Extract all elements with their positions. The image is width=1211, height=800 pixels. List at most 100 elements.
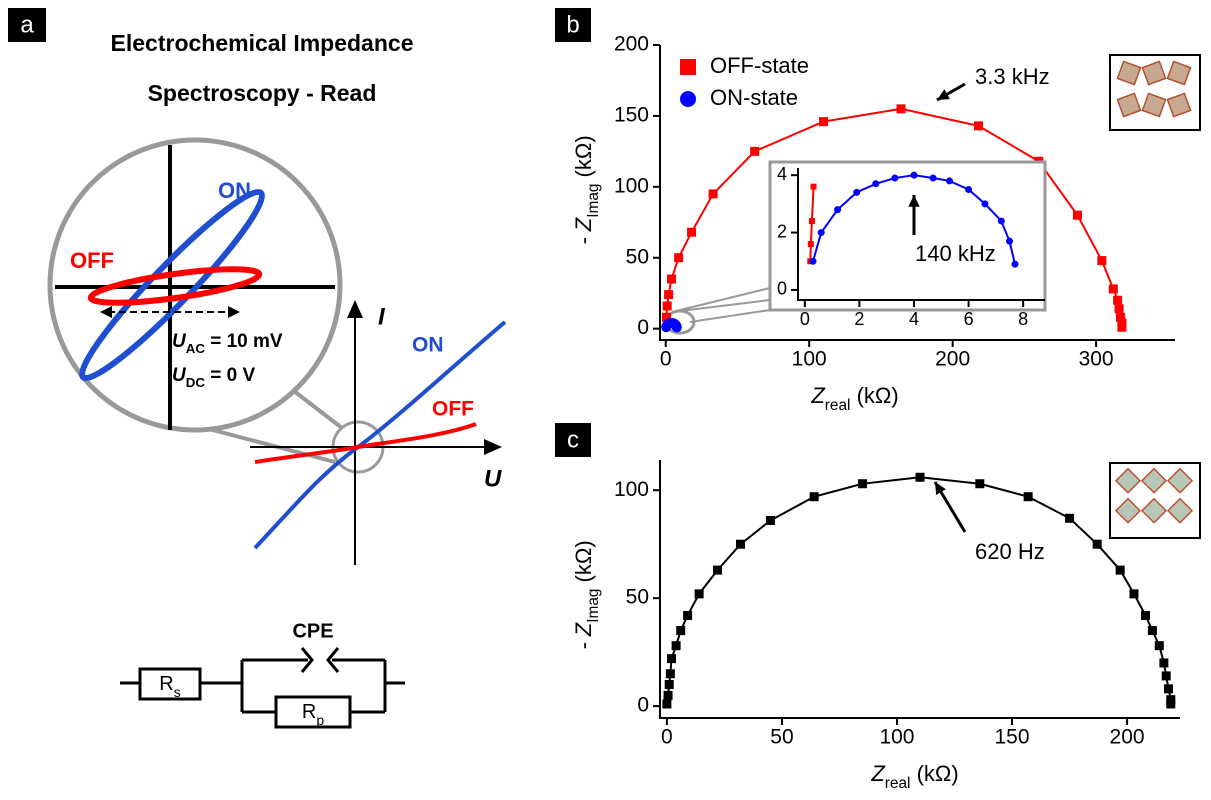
point bbox=[662, 699, 672, 709]
label: UDC = 0 V bbox=[172, 365, 255, 390]
point bbox=[687, 227, 697, 237]
point bbox=[1097, 256, 1107, 266]
x-tick-label: 100 bbox=[792, 348, 827, 371]
text-part: real bbox=[825, 397, 851, 414]
annotation-arrowhead bbox=[937, 89, 950, 100]
point bbox=[665, 669, 675, 679]
label: Rs bbox=[159, 673, 180, 699]
point bbox=[713, 565, 723, 575]
off-loop bbox=[87, 266, 263, 306]
point bbox=[1006, 237, 1014, 245]
point bbox=[1163, 684, 1173, 694]
point bbox=[750, 146, 760, 156]
point bbox=[1159, 658, 1169, 668]
point bbox=[1092, 539, 1102, 549]
axes bbox=[659, 45, 1175, 341]
text-part: Z bbox=[810, 383, 826, 408]
legend-label: OFF-state bbox=[710, 53, 809, 78]
title: Electrochemical Impedance bbox=[111, 30, 414, 56]
x-tick-label: 50 bbox=[770, 726, 793, 749]
annotation-arrowhead bbox=[935, 482, 946, 495]
point bbox=[973, 121, 983, 131]
title: Spectroscopy - Read bbox=[148, 80, 377, 106]
text-part: real bbox=[885, 775, 911, 792]
legend-label: ON-state bbox=[710, 85, 798, 110]
crystal-icon bbox=[1109, 462, 1201, 539]
legend-marker bbox=[680, 91, 696, 107]
point bbox=[1072, 210, 1082, 220]
point bbox=[683, 610, 693, 620]
point bbox=[1011, 260, 1019, 268]
label: CPE bbox=[292, 620, 333, 642]
inset-pointer bbox=[671, 287, 771, 323]
y-axis-label: - ZImag (kΩ) bbox=[571, 540, 602, 649]
point bbox=[891, 174, 899, 182]
point bbox=[671, 322, 682, 333]
y-tick-label: 0 bbox=[637, 694, 649, 717]
point bbox=[1117, 322, 1127, 332]
y-tick-label: 4 bbox=[777, 164, 787, 184]
axes bbox=[659, 460, 1180, 719]
point bbox=[896, 104, 906, 114]
text-part: Z bbox=[870, 761, 886, 786]
point bbox=[853, 188, 861, 196]
point bbox=[872, 180, 880, 188]
label: UAC = 10 mV bbox=[172, 331, 283, 356]
point bbox=[817, 229, 825, 237]
x-tick-label: 150 bbox=[995, 726, 1030, 749]
y-tick-label: 150 bbox=[614, 103, 649, 126]
text-part: - Z bbox=[571, 621, 596, 649]
point bbox=[1154, 641, 1164, 651]
text-part: p bbox=[316, 712, 324, 728]
x-tick-label: 300 bbox=[1079, 348, 1114, 371]
x-tick-label: 4 bbox=[909, 309, 919, 329]
point bbox=[945, 177, 953, 185]
point bbox=[1161, 671, 1171, 681]
crystal-icon bbox=[1109, 54, 1201, 131]
y-tick-label: 100 bbox=[614, 174, 649, 197]
point bbox=[809, 257, 817, 265]
point bbox=[1023, 492, 1033, 502]
label: Rp bbox=[302, 701, 324, 727]
label: ON bbox=[412, 334, 444, 357]
x-tick-label: 0 bbox=[661, 726, 673, 749]
off-curve bbox=[254, 422, 477, 464]
label: ON bbox=[218, 178, 251, 203]
point bbox=[664, 680, 674, 690]
text-part: AC bbox=[186, 341, 206, 356]
x-tick-label: 6 bbox=[964, 309, 974, 329]
point bbox=[1140, 610, 1150, 620]
point bbox=[975, 479, 985, 489]
point bbox=[661, 312, 671, 322]
legend-marker bbox=[680, 59, 696, 75]
point bbox=[664, 290, 674, 300]
text-part: Imag bbox=[585, 589, 602, 623]
point bbox=[810, 183, 817, 190]
annotation: 620 Hz bbox=[975, 539, 1045, 564]
point bbox=[910, 171, 918, 179]
point bbox=[809, 492, 819, 502]
point bbox=[671, 641, 681, 651]
axis-label: U bbox=[484, 465, 502, 492]
label: OFF bbox=[70, 248, 114, 273]
text-part: (kΩ) bbox=[571, 540, 596, 588]
y-tick-label: 2 bbox=[777, 221, 787, 241]
x-tick-label: 0 bbox=[800, 309, 810, 329]
series-line bbox=[812, 174, 1016, 265]
x-tick-label: 2 bbox=[854, 309, 864, 329]
text-part: (kΩ) bbox=[571, 135, 596, 183]
point bbox=[1113, 295, 1123, 305]
label: OFF bbox=[432, 398, 474, 421]
y-tick-label: 50 bbox=[626, 245, 649, 268]
point bbox=[1065, 513, 1075, 523]
text-part: R bbox=[159, 673, 173, 695]
point bbox=[765, 515, 775, 525]
x-tick-label: 8 bbox=[1018, 309, 1028, 329]
circuit bbox=[120, 647, 405, 729]
point bbox=[1147, 626, 1157, 636]
point bbox=[965, 186, 973, 194]
series-line bbox=[809, 186, 815, 262]
text-part: = 10 mV bbox=[205, 331, 283, 352]
x-axis-label: Zreal (kΩ) bbox=[810, 383, 898, 414]
panel-label-box bbox=[8, 8, 46, 42]
